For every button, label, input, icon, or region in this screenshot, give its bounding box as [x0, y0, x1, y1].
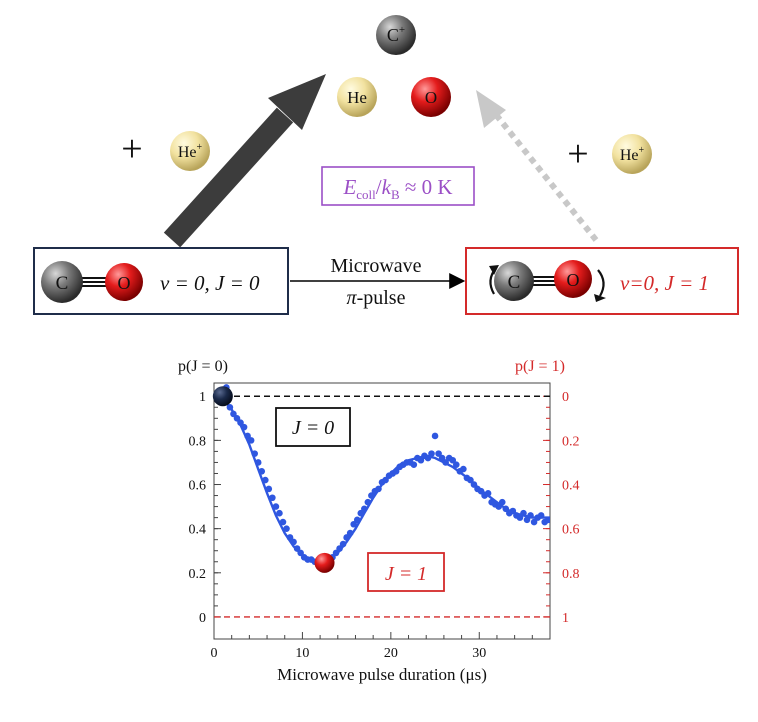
axis-ticks: 0 10 20 30 0 0.2 0.4 0.6 0.8 1 1 0.8 0.6 0.4 0.2 0	[189, 390, 580, 661]
marker-j0	[212, 386, 233, 407]
microwave-transition: Microwave π-pulse	[290, 255, 466, 309]
svg-text:C: C	[56, 273, 69, 294]
o-atom: O	[411, 77, 451, 117]
x-tick-label: 20	[384, 646, 398, 661]
carbon-atom	[41, 261, 83, 303]
data-point	[283, 525, 290, 532]
state-markers	[212, 386, 335, 573]
x-axis-label: Microwave pulse duration (μs)	[277, 665, 487, 684]
svg-text:He+: He+	[620, 145, 645, 164]
data-point	[449, 456, 457, 464]
y-right-tick-label: 0.6	[562, 523, 580, 538]
state-label-j1: v=0, J = 1	[620, 271, 709, 295]
svg-text:O: O	[118, 273, 131, 293]
carbon-atom	[494, 261, 534, 301]
svg-text:C: C	[508, 272, 521, 293]
y-right-tick-label: 1	[562, 611, 569, 626]
oxygen-atom	[554, 260, 592, 298]
data-point	[452, 461, 460, 468]
y-axis-right-label: p(J = 1)	[515, 358, 565, 375]
svg-text:He: He	[347, 88, 367, 107]
y-left-tick-label: 0.2	[189, 567, 207, 582]
svg-text:O: O	[567, 270, 580, 290]
y-left-tick-label: 0.4	[189, 523, 207, 538]
reaction-arrow-j1	[476, 90, 599, 242]
data-point	[247, 437, 255, 444]
data-points	[215, 384, 550, 568]
svg-text:J = 1: J = 1	[385, 563, 427, 585]
x-tick-label: 10	[295, 646, 309, 661]
y-right-tick-label: 0.4	[562, 479, 580, 494]
data-point	[431, 432, 439, 440]
rotation-arrow-icon	[597, 269, 605, 297]
plus-sign-right: +	[567, 133, 588, 175]
data-point	[410, 461, 418, 468]
svg-text:Microwave: Microwave	[330, 255, 421, 277]
x-tick-label: 30	[472, 646, 486, 661]
oxygen-atom	[105, 263, 143, 301]
svg-text:π-pulse: π-pulse	[347, 287, 406, 309]
collision-energy-label: Ecoll/kB ≈ 0 K	[342, 175, 452, 202]
fit-curve	[214, 390, 550, 564]
svg-text:C+: C+	[387, 24, 405, 45]
data-point	[276, 509, 283, 517]
legend-j0: J = 0	[275, 407, 351, 447]
reaction-arrow-j0	[163, 74, 326, 248]
data-point	[435, 450, 442, 457]
state-label-j0: v = 0, J = 0	[160, 271, 260, 295]
y-left-tick-label: 0	[199, 611, 206, 626]
y-left-tick-label: 1	[199, 390, 206, 405]
data-point	[530, 518, 538, 526]
y-right-tick-label: 0.8	[562, 567, 580, 582]
x-tick-label: 0	[211, 646, 218, 661]
data-point	[523, 516, 531, 524]
marker-j1	[314, 552, 335, 573]
c-plus-atom: C+	[376, 15, 416, 55]
he-plus-ion-left: He+	[170, 131, 210, 171]
state-box-j0: C O v = 0, J = 0	[33, 247, 289, 315]
y-axis-left-label: p(J = 0)	[178, 358, 228, 375]
y-right-tick-label: 0.2	[562, 434, 580, 449]
reaction-scheme: C+ He O + He+ + He+	[33, 15, 739, 315]
plot-frame	[213, 382, 551, 640]
plus-sign-left: +	[121, 128, 142, 170]
data-point	[350, 520, 358, 528]
svg-text:J = 0: J = 0	[292, 417, 334, 439]
collision-energy-box: Ecoll/kB ≈ 0 K	[321, 166, 475, 206]
svg-text:He+: He+	[178, 142, 203, 161]
y-right-tick-label: 0	[562, 390, 569, 405]
svg-text:O: O	[425, 88, 437, 107]
y-left-tick-label: 0.8	[189, 434, 207, 449]
data-point	[428, 450, 435, 457]
reference-lines	[214, 395, 550, 618]
y-left-tick-label: 0.6	[189, 479, 207, 494]
chart: p(J = 0) p(J = 1) Microwave pulse durati…	[178, 358, 580, 684]
he-atom: He	[337, 77, 377, 117]
state-box-j1: C O v=0, J = 1	[465, 247, 739, 315]
fit-curve-line	[214, 390, 550, 564]
he-plus-ion-right: He+	[612, 134, 652, 174]
data-point	[460, 465, 467, 473]
legend-j1: J = 1	[367, 552, 445, 592]
